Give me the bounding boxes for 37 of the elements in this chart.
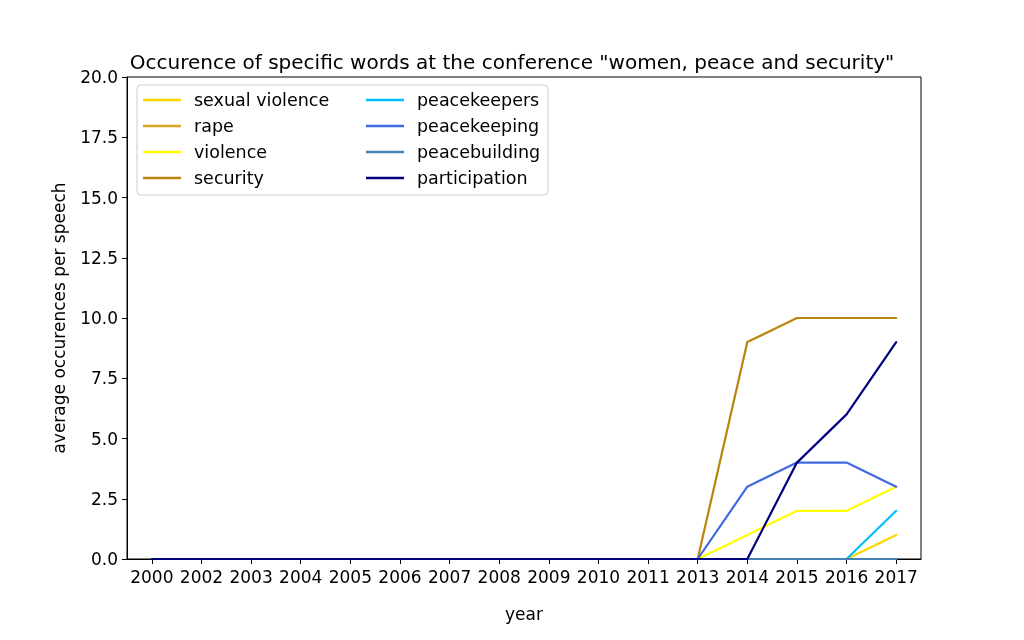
y-tick-label: 10.0 <box>80 308 118 328</box>
y-tick-label: 17.5 <box>80 127 118 148</box>
legend-label: rape <box>194 116 234 136</box>
legend-label: peacekeepers <box>417 90 540 110</box>
x-tick-label: 2009 <box>527 566 571 587</box>
y-tick-label: 15.0 <box>80 187 118 208</box>
y-tick-label: 7.5 <box>90 368 118 389</box>
x-tick-label: 2011 <box>626 566 670 587</box>
y-tick-label: 0.0 <box>90 549 118 569</box>
x-tick-label: 2008 <box>477 566 521 587</box>
chart-title: Occurence of specific words at the conference "women, peace and security" <box>129 50 895 74</box>
line-series <box>150 341 898 561</box>
x-tick-label: 2005 <box>328 566 372 587</box>
x-tick-label: 2017 <box>874 566 918 587</box>
x-tick-label: 2010 <box>576 566 621 587</box>
x-tick-label: 2013 <box>676 566 720 587</box>
x-tick-label: 2015 <box>775 566 819 587</box>
x-axis-title: year <box>505 603 543 624</box>
legend-label: security <box>194 168 264 188</box>
y-tick-label: 12.5 <box>80 247 118 268</box>
x-tick-label: 2016 <box>824 566 869 587</box>
x-tick-label: 2004 <box>279 566 323 587</box>
legend-label: violence <box>194 142 268 162</box>
y-tick-label: 2.5 <box>90 488 118 509</box>
legend-label: peacebuilding <box>417 142 541 162</box>
x-tick-label: 2003 <box>229 566 273 587</box>
y-tick-label: 5.0 <box>90 428 118 449</box>
y-axis-title: average occurences per speech <box>48 182 69 454</box>
x-tick-label: 2007 <box>427 566 472 587</box>
x-tick-label: 2014 <box>725 566 769 587</box>
y-tick-label: 20.0 <box>80 67 118 87</box>
legend-label: participation <box>417 168 528 188</box>
legend-label: sexual violence <box>194 90 330 110</box>
x-tick-label: 2000 <box>130 566 174 587</box>
x-tick-label: 2006 <box>378 566 422 587</box>
x-tick-label: 2002 <box>179 566 224 587</box>
legend-label: peacekeeping <box>417 116 540 136</box>
